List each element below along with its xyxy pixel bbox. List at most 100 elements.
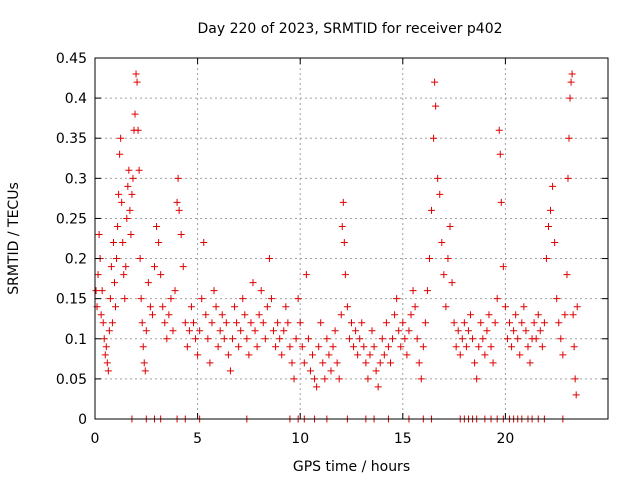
x-tick-label: 10 [291,431,309,447]
data-point [479,335,487,343]
data-point [226,367,234,375]
data-point [139,343,147,351]
data-point [278,351,286,359]
data-point [129,174,137,182]
data-point [549,182,557,190]
data-point [501,303,509,311]
data-point [92,287,100,295]
data-point [417,375,425,383]
axis-ticks: 0 0.05 0.1 0.15 0.2 0.25 0.3 0.35 0.4 0.45 0 5 10 15 2… [56,51,608,447]
data-point [157,271,165,279]
data-point [123,214,131,222]
data-point [189,319,197,327]
data-point [125,166,133,174]
data-point [368,327,376,335]
data-point [112,303,120,311]
data-point [547,206,555,214]
data-point [566,94,574,102]
data-point [436,190,444,198]
data-point [155,239,163,247]
data-point [395,327,403,335]
data-point [110,279,118,287]
data-point [146,303,154,311]
data-point [212,303,220,311]
data-point [104,367,112,375]
data-point [208,319,216,327]
data-point [97,311,105,319]
data-point [239,295,247,303]
data-point [469,335,477,343]
data-point [327,367,335,375]
data-point [247,319,255,327]
data-point [384,343,392,351]
data-point [192,335,200,343]
data-point [161,319,169,327]
data-point [475,343,483,351]
data-point [452,343,460,351]
data-point [257,287,265,295]
data-point [569,311,577,319]
data-point [144,279,152,287]
data-point [138,319,146,327]
data-point [430,134,438,142]
data-point [325,351,333,359]
data-point [216,327,224,335]
data-point [102,343,110,351]
data-point [313,383,321,391]
data-point [329,343,337,351]
data-point [132,70,140,78]
data-point [171,287,179,295]
data-point [506,319,514,327]
data-point [113,255,121,263]
data-point [233,319,241,327]
data-point [432,102,440,110]
data-point [489,359,497,367]
data-point [276,335,284,343]
data-point [559,351,567,359]
data-point [228,335,236,343]
data-point [282,303,290,311]
data-point [425,255,433,263]
data-point [309,351,317,359]
data-point [405,327,413,335]
data-point [118,198,126,206]
data-point [354,351,362,359]
data-point [561,311,569,319]
data-point [409,287,417,295]
data-point [450,319,458,327]
data-point [444,255,452,263]
data-point [153,222,161,230]
data-point [458,335,466,343]
data-point [428,206,436,214]
y-tick-label: 0.15 [56,292,87,308]
data-point [272,343,280,351]
data-point [544,222,552,230]
data-point [286,343,294,351]
data-point [196,327,204,335]
data-point [462,343,470,351]
data-point [174,174,182,182]
data-point [94,271,102,279]
data-point [520,303,528,311]
data-point [181,319,189,327]
data-point [553,295,561,303]
data-point [165,311,173,319]
y-tick-label: 0.2 [65,252,87,268]
data-point [496,150,504,158]
data-point [557,335,565,343]
data-point [179,263,187,271]
data-point [222,319,230,327]
data-point [403,351,411,359]
data-point [114,222,122,230]
data-point [442,303,450,311]
data-point [300,359,308,367]
data-point [100,335,108,343]
data-point [251,327,259,335]
data-point [121,295,129,303]
data-point [493,295,501,303]
data-point [116,150,124,158]
data-point [366,351,374,359]
data-point [120,271,128,279]
data-point [358,319,366,327]
